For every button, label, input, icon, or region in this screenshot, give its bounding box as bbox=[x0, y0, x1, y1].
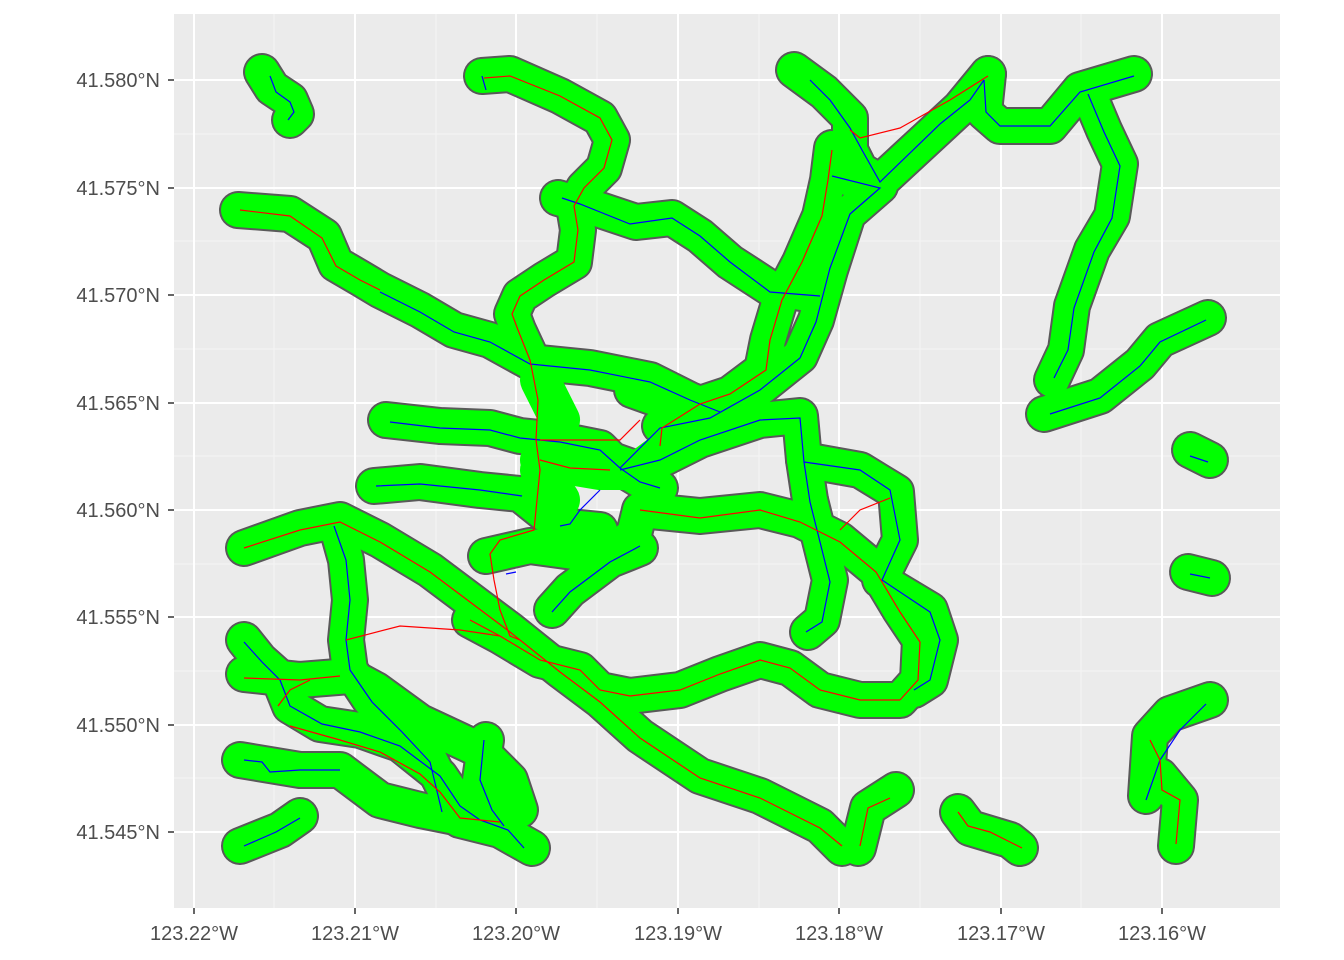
road-lines-layer bbox=[239, 75, 1181, 849]
x-tick-label: 123.16°W bbox=[1118, 923, 1206, 945]
stream-lines-layer bbox=[243, 75, 1211, 849]
major-grid bbox=[174, 14, 1280, 908]
y-tick-label: 41.570°N bbox=[76, 285, 160, 307]
y-tick-label: 41.580°N bbox=[76, 70, 160, 92]
x-tick-label: 123.22°W bbox=[150, 923, 238, 945]
x-tick-label: 123.17°W bbox=[957, 923, 1045, 945]
y-axis-labels: 41.580°N 41.575°N 41.570°N 41.565°N 41.5… bbox=[76, 70, 160, 844]
y-tick-label: 41.560°N bbox=[76, 500, 160, 522]
x-tick-label: 123.19°W bbox=[634, 923, 722, 945]
y-tick-label: 41.545°N bbox=[76, 822, 160, 844]
y-tick-label: 41.575°N bbox=[76, 178, 160, 200]
axis-ticks bbox=[168, 79, 1163, 914]
y-tick-label: 41.555°N bbox=[76, 607, 160, 629]
x-axis-labels: 123.22°W 123.21°W 123.20°W 123.19°W 123.… bbox=[150, 923, 1206, 945]
panel-background bbox=[174, 14, 1280, 908]
y-tick-label: 41.565°N bbox=[76, 393, 160, 415]
x-tick-label: 123.20°W bbox=[472, 923, 560, 945]
y-tick-label: 41.550°N bbox=[76, 715, 160, 737]
x-tick-label: 123.18°W bbox=[795, 923, 883, 945]
x-tick-label: 123.21°W bbox=[311, 923, 399, 945]
